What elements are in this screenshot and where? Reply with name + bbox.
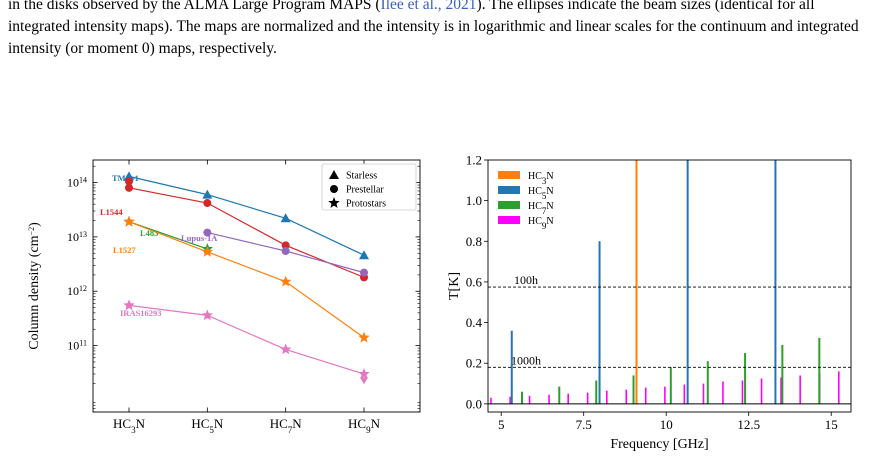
citation-link[interactable]: Ilee et al., 2021 xyxy=(380,0,477,13)
data-point-lupus-1a xyxy=(360,268,368,277)
series-label-l1527: L1527 xyxy=(113,245,136,255)
data-point-iras16293 xyxy=(123,299,135,311)
series-label-tmc-1: TMC-1 xyxy=(112,173,139,183)
y-tick-label: 1014 xyxy=(67,175,87,190)
x-tick-label: 12.5 xyxy=(737,417,760,432)
data-point-iras16293 xyxy=(201,309,214,321)
y-tick-label: 0.6 xyxy=(466,274,483,289)
x-tick-label: 10 xyxy=(660,417,673,432)
x-tick-label: HC3N xyxy=(113,416,146,435)
plot-frame xyxy=(92,159,421,413)
y-tick-label: 1013 xyxy=(67,229,87,244)
data-point-l1527 xyxy=(123,215,135,227)
data-point-l1544 xyxy=(203,199,212,208)
y-tick-label: 1.0 xyxy=(466,193,482,208)
x-axis-label: Frequency [GHz] xyxy=(610,437,708,452)
y-tick-label: 0.0 xyxy=(466,396,482,411)
x-tick-label: 5 xyxy=(498,417,505,432)
y-tick-label: 1.2 xyxy=(466,153,482,168)
legend-label: HC3N xyxy=(528,171,554,186)
data-point-tmc-1 xyxy=(124,171,134,181)
legend-box xyxy=(321,163,417,211)
y-axis-label: Column density (cm−2) xyxy=(27,222,43,350)
legend-marker-triangle xyxy=(329,170,339,179)
legend-marker-star xyxy=(328,197,340,208)
spectrum-chart: 100h 1000h 5 7.5 10 12.5 15 0.0 0.2 0.4 0.6 0.8 1.0 1… xyxy=(447,153,852,452)
x-tick-label: 15 xyxy=(825,417,838,432)
data-point-tmc-1 xyxy=(202,189,213,199)
legend-label: Protostars xyxy=(346,199,386,210)
column-density-chart: 1011 1012 1013 1014 HC3N HC5N HC7N HC9N Column d… xyxy=(27,159,421,435)
series-label-l1544: L1544 xyxy=(100,207,123,217)
legend-label: Starless xyxy=(346,171,377,182)
legend-label: Prestellar xyxy=(346,185,384,196)
data-point-l1544 xyxy=(281,241,290,250)
legend-label: HC9N xyxy=(528,216,554,231)
y-tick-label: 1011 xyxy=(67,338,87,353)
y-tick-label: 0.2 xyxy=(466,356,482,371)
extra-data-point xyxy=(360,377,368,385)
series-line-tmc-1 xyxy=(128,175,365,256)
caption-text-start: in the disks observed by the ALMA Large … xyxy=(8,0,381,13)
threshold-label: 100h xyxy=(514,273,538,287)
caption-text-end: ). The ellipses indicate the beam sizes … xyxy=(8,0,859,57)
legend-marker-circle xyxy=(330,185,338,193)
data-point-iras16293 xyxy=(279,343,292,355)
data-point-l1544 xyxy=(125,183,133,192)
series-label-lupus-1a: Lupus-1A xyxy=(181,233,218,243)
y-tick-label: 1012 xyxy=(67,284,87,299)
legend: Starless Prestellar Protostars xyxy=(321,163,417,211)
series-line-l1527 xyxy=(128,221,365,339)
data-point-l1527 xyxy=(358,331,370,343)
legend-swatch xyxy=(498,171,520,179)
threshold-label: 1000h xyxy=(511,353,541,367)
extra-data-point xyxy=(125,177,133,186)
spectral-lines xyxy=(490,160,840,404)
x-tick-label: HC5N xyxy=(191,416,224,435)
y-tick-label: 0.4 xyxy=(466,315,483,330)
data-point-lupus-1a xyxy=(203,228,212,237)
data-point-l1527 xyxy=(201,245,214,257)
series-line-iras16293 xyxy=(128,304,365,375)
data-point-iras16293 xyxy=(358,368,370,379)
legend-swatch xyxy=(498,201,520,209)
x-tick-label: 7.5 xyxy=(576,417,592,432)
y-axis-label: T[K] xyxy=(447,272,462,300)
y-tick-label: 0.8 xyxy=(466,234,482,249)
series-label-l483: L483 xyxy=(140,228,158,238)
data-point-tmc-1 xyxy=(359,250,369,260)
legend-label: HC5N xyxy=(528,186,554,201)
legend-swatch xyxy=(498,186,520,194)
data-point-lupus-1a xyxy=(281,247,290,256)
series-label-iras16293: IRAS16293 xyxy=(120,308,162,318)
figure-caption: in the disks observed by the ALMA Large … xyxy=(8,0,866,60)
x-tick-label: HC7N xyxy=(270,416,303,435)
data-point-l1527 xyxy=(279,275,292,287)
x-tick-label: HC9N xyxy=(348,416,381,435)
data-point-tmc-1 xyxy=(280,213,291,223)
legend-swatch xyxy=(498,216,520,224)
plot-frame xyxy=(487,159,852,413)
legend-label: HC7N xyxy=(528,201,554,216)
